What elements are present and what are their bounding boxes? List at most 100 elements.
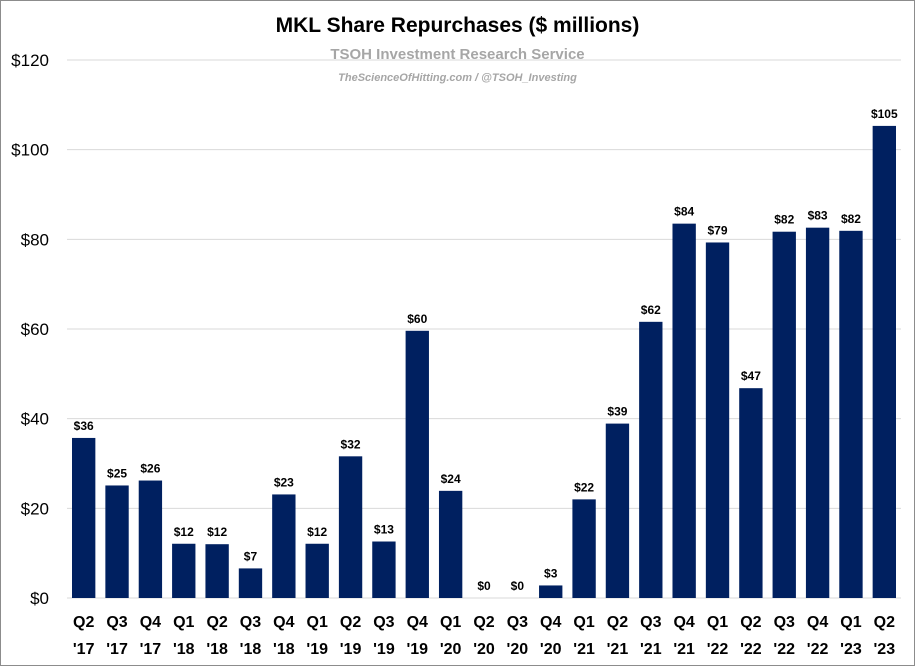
- data-label: $62: [641, 303, 661, 317]
- data-label: $13: [374, 523, 394, 537]
- x-tick-label: '17: [73, 641, 95, 658]
- data-label: $0: [511, 579, 525, 593]
- x-tick-label: '22: [773, 641, 795, 658]
- data-label: $105: [871, 107, 898, 121]
- bar: [138, 480, 163, 598]
- data-label: $23: [274, 475, 294, 489]
- x-tick-label: '21: [607, 641, 629, 658]
- x-tick-label: Q1: [840, 614, 861, 631]
- x-tick-label: '22: [740, 641, 762, 658]
- x-tick-label: '19: [340, 641, 362, 658]
- x-tick-label: '19: [373, 641, 395, 658]
- x-tick-label: '19: [406, 641, 428, 658]
- x-tick-label: Q2: [73, 614, 94, 631]
- x-tick-label: '21: [640, 641, 662, 658]
- x-tick-label: Q1: [440, 614, 461, 631]
- bar: [805, 227, 830, 598]
- bar: [305, 543, 329, 598]
- data-label: $12: [207, 525, 227, 539]
- x-tick-label: '20: [507, 641, 529, 658]
- x-tick-label: Q3: [507, 614, 528, 631]
- x-tick-label: Q2: [607, 614, 628, 631]
- x-tick-label: Q2: [740, 614, 761, 631]
- x-tick-label: '18: [173, 641, 195, 658]
- x-tick-label: Q4: [807, 614, 828, 631]
- x-tick-label: '17: [140, 641, 162, 658]
- bar: [672, 223, 696, 598]
- bar: [405, 330, 429, 598]
- chart-title: MKL Share Repurchases ($ millions): [275, 14, 640, 37]
- bar: [105, 485, 129, 598]
- x-tick-label: '21: [673, 641, 695, 658]
- x-tick-label: Q1: [573, 614, 594, 631]
- bar: [205, 544, 229, 598]
- x-tick-label: Q3: [106, 614, 127, 631]
- x-tick-label: '23: [840, 641, 862, 658]
- data-label: $7: [244, 549, 258, 563]
- bar: [739, 388, 763, 598]
- data-label: $39: [607, 405, 627, 419]
- y-tick-label: $100: [11, 141, 49, 160]
- data-label: $24: [441, 472, 461, 486]
- x-tick-label: '20: [540, 641, 562, 658]
- bar: [839, 230, 863, 598]
- x-tick-label: '18: [206, 641, 228, 658]
- data-label: $60: [407, 312, 427, 326]
- x-tick-label: '18: [240, 641, 262, 658]
- bar: [539, 585, 563, 598]
- y-tick-label: $80: [21, 230, 49, 249]
- data-label: $84: [674, 205, 694, 219]
- chart-subtitle: TSOH Investment Research Service: [330, 46, 585, 63]
- x-tick-label: Q4: [407, 614, 428, 631]
- x-tick-label: Q4: [540, 614, 561, 631]
- bar: [238, 568, 263, 598]
- x-tick-label: '19: [306, 641, 328, 658]
- x-tick-label: Q3: [640, 614, 661, 631]
- x-tick-label: '17: [106, 641, 128, 658]
- x-tick-label: Q1: [307, 614, 328, 631]
- y-tick-label: $20: [21, 499, 49, 518]
- data-label: $32: [341, 437, 361, 451]
- x-tick-label: '23: [874, 641, 896, 658]
- data-label: $79: [708, 223, 728, 237]
- data-label: $12: [307, 525, 327, 539]
- data-label: $3: [544, 566, 558, 580]
- x-tick-label: '21: [573, 641, 595, 658]
- data-label: $0: [477, 579, 491, 593]
- x-tick-label: Q3: [373, 614, 394, 631]
- bar: [572, 499, 596, 598]
- data-label: $12: [174, 525, 194, 539]
- x-tick-label: '20: [473, 641, 495, 658]
- bar: [605, 423, 630, 598]
- x-tick-label: Q2: [473, 614, 494, 631]
- bar: [872, 125, 896, 598]
- bar: [705, 242, 730, 598]
- bar: [772, 231, 796, 598]
- x-tick-label: Q3: [240, 614, 261, 631]
- data-label: $36: [74, 419, 94, 433]
- x-tick-label: '20: [440, 641, 462, 658]
- data-label: $25: [107, 466, 127, 480]
- bar: [438, 490, 463, 598]
- chart-credit: TheScienceOfHitting.com / @TSOH_Investin…: [338, 72, 577, 84]
- x-tick-label: Q2: [340, 614, 361, 631]
- bar: [639, 321, 663, 598]
- bar: [272, 494, 296, 598]
- x-tick-label: '22: [807, 641, 829, 658]
- x-tick-label: Q3: [774, 614, 795, 631]
- data-label: $82: [841, 212, 861, 226]
- x-tick-label: Q4: [673, 614, 694, 631]
- data-label: $82: [774, 213, 794, 227]
- bar: [72, 437, 96, 598]
- x-tick-label: '18: [273, 641, 295, 658]
- x-tick-label: Q4: [140, 614, 161, 631]
- y-tick-label: $0: [30, 589, 49, 608]
- bar: [172, 543, 196, 598]
- y-tick-label: $60: [21, 320, 49, 339]
- bar: [338, 456, 363, 598]
- data-label: $83: [808, 209, 828, 223]
- x-tick-label: Q2: [206, 614, 227, 631]
- x-tick-label: '22: [707, 641, 729, 658]
